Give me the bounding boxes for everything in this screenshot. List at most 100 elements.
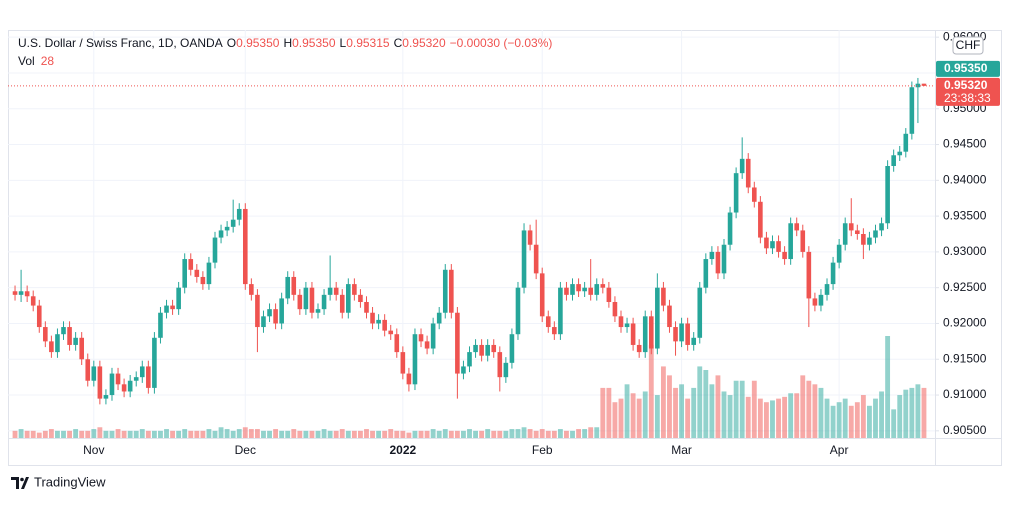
volume-bar [509,429,515,438]
candle-body [861,234,866,245]
volume-bar [648,344,654,438]
candle-body [170,305,175,310]
volume-bar [691,387,697,438]
volume-bar [412,430,418,438]
volume-bar [61,430,66,438]
candle-body [673,327,678,342]
volume-bar [818,387,824,438]
volume-bar [388,429,394,438]
candle-body [903,133,909,152]
volume-bar [321,429,327,438]
volume-bar [794,393,800,438]
volume-bar [751,380,757,438]
y-tick-label: 0.91000 [943,387,987,401]
volume-bar [467,429,472,438]
candle-body [770,241,775,249]
volume-bar [248,429,254,438]
candle-body [382,319,387,331]
volume-bar [485,429,491,438]
volume-bar [721,391,727,438]
volume-bar [685,398,691,438]
candle-body [352,284,357,295]
candle-body [164,305,169,313]
candle-body [18,291,24,295]
volume-bar [473,430,478,438]
volume-bar [448,430,454,438]
volume-bar [824,398,830,438]
volume-bar [867,405,872,438]
candle-body [479,344,484,356]
volume-bar [564,430,569,438]
candle-body [533,244,539,274]
volume-bar [594,427,600,438]
candle-body [236,208,242,220]
candle-body [624,323,630,328]
candle-body [739,158,745,174]
x-tick-label: Nov [83,443,104,457]
volume-bar [667,375,672,438]
volume-bar [909,387,915,438]
candle-body [521,230,527,288]
candle-body [503,362,509,378]
volume-bar [400,430,406,438]
candle-body [812,298,818,306]
axis-layer: 0.90500 0.91000 0.91500 0.92000 0.92500 0.930… [83,29,1000,457]
candle-body [842,223,848,245]
volume-bar [67,430,72,438]
candle-body [897,151,903,156]
candle-body [188,259,194,270]
candle-body [424,341,430,349]
volume-bar [115,429,121,438]
candle-body [794,223,800,231]
volume-bar [164,429,169,438]
volume-bar [158,430,163,438]
volume-bar [218,427,224,438]
candle-body [648,316,654,349]
volume-bar [600,387,606,438]
candle-body [830,262,836,285]
candle-body [67,327,72,345]
candle-body [267,309,272,317]
volume-value: 28 [41,54,55,68]
candle-body [339,294,345,313]
volume-layer [12,336,927,438]
volume-bar [242,427,248,438]
candle-body [733,173,739,213]
volume-bar [757,398,763,438]
volume-bar [133,430,139,438]
volume-bar [18,429,24,438]
volume-bar [854,402,860,438]
volume-bar [442,429,448,438]
candle-body [182,259,188,288]
volume-bar [145,430,151,438]
candle-body [855,230,860,234]
candle-body [745,158,751,188]
candle-body [618,316,624,328]
volume-bar [151,430,157,438]
volume-bar [206,429,212,438]
volume-bar [679,384,685,438]
volume-bar [406,432,412,438]
candle-body [43,327,48,342]
volume-bar [436,430,442,438]
candle-body [79,337,84,360]
candle-body [612,302,618,317]
volume-bar [73,429,79,438]
candle-body [570,284,575,295]
candle-body [133,377,139,381]
volume-bar [770,400,775,438]
volume-bar [570,430,575,438]
legend-change: −0.00030 (−0.03%) [450,36,553,50]
candle-body [261,316,266,328]
volume-bar [703,370,709,438]
volume-bar [30,430,36,438]
candle-layer [8,77,935,405]
volume-bar [812,384,818,438]
volume-bar [539,429,545,438]
candle-body [249,284,254,295]
candle-body [364,302,369,313]
candle-body [12,291,18,295]
candle-body [800,230,806,252]
candle-body [327,287,333,295]
candle-body [218,230,224,238]
